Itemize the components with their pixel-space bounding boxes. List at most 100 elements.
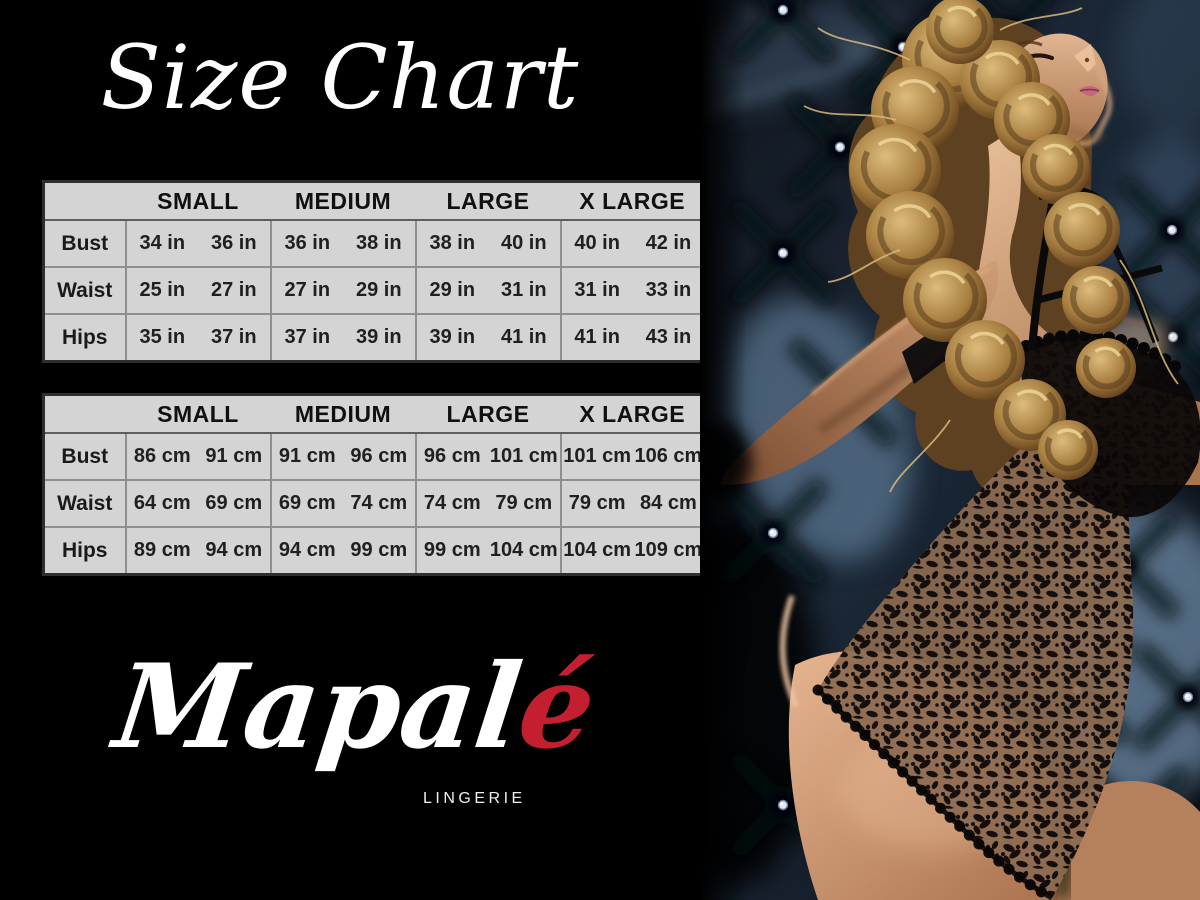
measurement-value: 43 in — [645, 326, 692, 348]
measurement-cell: 64 cm 69 cm — [125, 479, 272, 527]
measurement-value: 94 cm — [278, 539, 336, 561]
measurement-cell: 74 cm 79 cm — [415, 479, 562, 527]
hair-curl — [945, 320, 1025, 400]
measurement-cell: 25 in 27 in — [125, 266, 272, 314]
measurement-cell: 37 in 39 in — [270, 313, 417, 362]
measurement-cell: 79 cm 84 cm — [560, 479, 706, 527]
hair-curl — [1076, 338, 1136, 398]
measurement-value: 40 in — [500, 232, 547, 254]
brand-logo: Mapalé LINGERIE — [108, 638, 602, 848]
column-header: LARGE — [415, 394, 561, 434]
hair-curl — [1038, 420, 1098, 480]
corner-cell — [43, 394, 126, 434]
measurement-value: 96 cm — [423, 445, 481, 467]
measurement-cell: 91 cm 96 cm — [270, 432, 417, 480]
tuft-button — [727, 0, 839, 66]
model-figure — [700, 0, 1200, 900]
measurement-value: 27 in — [210, 279, 257, 301]
measurement-value: 106 cm — [634, 445, 703, 467]
measurement-value: 29 in — [429, 279, 476, 301]
measurement-cell: 36 in 38 in — [270, 219, 417, 267]
column-header: LARGE — [415, 181, 561, 221]
measurement-cell: 41 in 43 in — [560, 313, 706, 362]
measurement-value: 42 in — [645, 232, 692, 254]
measurement-cell: 96 cm 101 cm — [415, 432, 562, 480]
measurement-cell: 27 in 29 in — [270, 266, 417, 314]
measurement-value: 31 in — [500, 279, 547, 301]
measurement-value: 31 in — [574, 279, 620, 301]
measurement-value: 101 cm — [489, 445, 558, 467]
measurement-value: 38 in — [429, 232, 476, 254]
table-row: Bust 86 cm 91 cm 91 cm 96 cm 96 cm 101 cm 101 c… — [43, 432, 706, 480]
measurement-value: 104 cm — [563, 539, 632, 561]
hair-curl — [1044, 192, 1120, 268]
brand-tagline: LINGERIE — [423, 790, 526, 807]
measurement-value: 94 cm — [205, 539, 263, 561]
row-label: Waist — [43, 266, 127, 314]
measurement-cell: 94 cm 99 cm — [270, 526, 417, 575]
measurement-value: 41 in — [500, 326, 547, 348]
table-row: Hips 89 cm 94 cm 94 cm 99 cm 99 cm 104 cm 104 c… — [43, 526, 706, 575]
measurement-value: 79 cm — [495, 492, 553, 514]
table-row: Waist 25 in 27 in 27 in 29 in 29 in 31 in 31 in… — [43, 266, 706, 314]
measurement-cell: 69 cm 74 cm — [270, 479, 417, 527]
measurement-cell: 38 in 40 in — [415, 219, 562, 267]
measurement-value: 99 cm — [350, 539, 408, 561]
lips — [1079, 86, 1100, 96]
measurement-value: 33 in — [645, 279, 692, 301]
measurement-value: 74 cm — [423, 492, 481, 514]
table-row: Waist 64 cm 69 cm 69 cm 74 cm 74 cm 79 cm 79 cm… — [43, 479, 706, 527]
hip-rim-light — [779, 595, 799, 708]
column-header: SMALL — [125, 394, 271, 434]
measurement-cell: 39 in 41 in — [415, 313, 562, 362]
measurement-value: 64 cm — [133, 492, 191, 514]
measurement-cell: 35 in 37 in — [125, 313, 272, 362]
measurement-cell: 34 in 36 in — [125, 219, 272, 267]
column-header: X LARGE — [560, 394, 706, 434]
measurement-value: 84 cm — [640, 492, 697, 514]
hair-curl — [1022, 134, 1090, 202]
hair-curl — [1062, 266, 1130, 334]
measurement-cell: 104 cm 109 cm — [560, 526, 706, 575]
size-table-centimeters: SMALL MEDIUM LARGE X LARGE Bust 86 cm 91 cm 91 … — [42, 393, 707, 576]
measurement-value: 36 in — [284, 232, 331, 254]
size-table-centimeters: SMALL MEDIUM LARGE X LARGE Bust 86 cm 91 cm 91 … — [42, 393, 707, 576]
measurement-cell: 29 in 31 in — [415, 266, 562, 314]
measurement-value: 104 cm — [489, 539, 558, 561]
measurement-value: 37 in — [210, 326, 257, 348]
hair-front-curls — [849, 0, 1136, 480]
measurement-value: 69 cm — [278, 492, 336, 514]
measurement-value: 109 cm — [634, 539, 703, 561]
measurement-value: 86 cm — [133, 445, 191, 467]
size-table-inches: SMALL MEDIUM LARGE X LARGE Bust 34 in 36 in 36 … — [42, 180, 707, 363]
row-label: Bust — [43, 432, 127, 480]
page-title: Size Chart — [100, 26, 580, 129]
size-table-inches: SMALL MEDIUM LARGE X LARGE Bust 34 in 36 in 36 … — [42, 180, 707, 363]
measurement-value: 99 cm — [423, 539, 481, 561]
table-row: Bust 34 in 36 in 36 in 38 in 38 in 40 in 40 in 4… — [43, 219, 706, 267]
measurement-value: 38 in — [355, 232, 402, 254]
measurement-value: 40 in — [574, 232, 620, 254]
measurement-value: 74 cm — [350, 492, 408, 514]
tuft-button — [727, 197, 839, 309]
measurement-cell: 40 in 42 in — [560, 219, 706, 267]
lace-bodysuit — [812, 428, 1134, 900]
measurement-value: 39 in — [355, 326, 402, 348]
column-header: MEDIUM — [270, 394, 416, 434]
hair-curl — [866, 191, 954, 279]
measurement-value: 35 in — [139, 326, 186, 348]
brand-wordmark: Mapalé — [106, 638, 603, 777]
measurement-value: 91 cm — [278, 445, 336, 467]
row-label: Hips — [43, 313, 127, 362]
table-row: Hips 35 in 37 in 37 in 39 in 39 in 41 in 41 in 4… — [43, 313, 706, 362]
row-label: Waist — [43, 479, 127, 527]
measurement-value: 89 cm — [133, 539, 191, 561]
measurement-value: 34 in — [139, 232, 186, 254]
measurement-cell: 86 cm 91 cm — [125, 432, 272, 480]
measurement-value: 25 in — [139, 279, 186, 301]
measurement-cell: 89 cm 94 cm — [125, 526, 272, 575]
model-photo — [700, 0, 1200, 900]
measurement-value: 79 cm — [568, 492, 626, 514]
measurement-value: 41 in — [574, 326, 620, 348]
